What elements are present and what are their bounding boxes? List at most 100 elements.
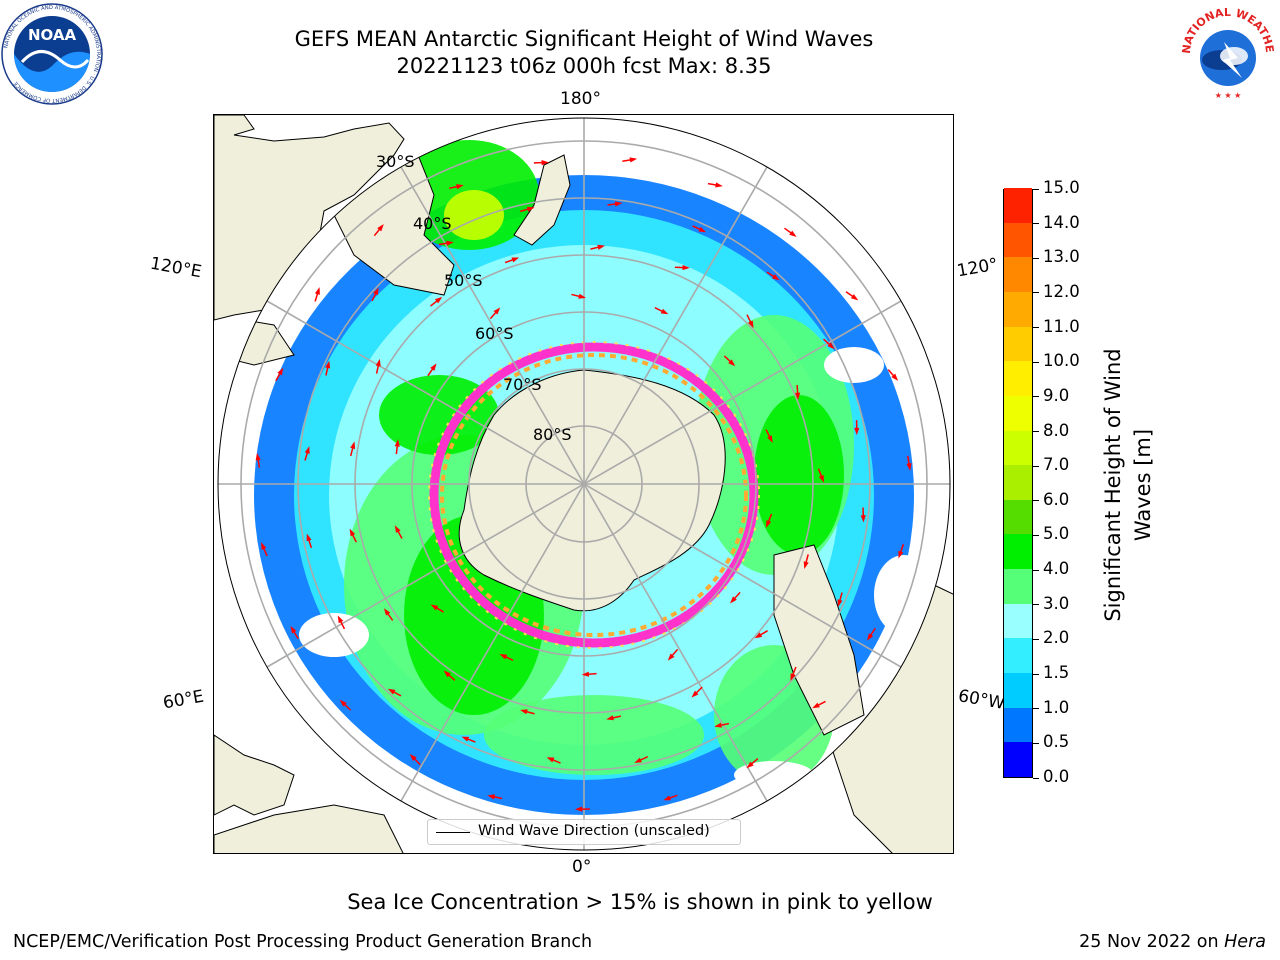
colorbar-tick-label: 11.0 [1043,316,1080,336]
wind-arrow [714,722,730,728]
lon-label-0: 0° [572,857,592,877]
polar-map [214,115,953,853]
chart-title: GEFS MEAN Antarctic Significant Height o… [294,27,874,51]
colorbar-tick-label: 1.5 [1043,663,1070,683]
colorbar-segment [1004,360,1032,396]
wind-arrow [461,736,476,743]
wind-arrow [812,700,826,709]
wind-arrow [261,542,268,557]
colorbar-tick [1033,604,1039,606]
calm-area [299,613,369,657]
wind-arrow [430,604,445,613]
colorbar-segment [1004,741,1032,777]
wind-arrow [607,201,623,207]
wind-arrow [394,525,403,539]
wind-arrow [746,757,759,769]
wind-arrow [674,264,690,271]
wind-arrow [634,755,649,763]
wind-arrow [817,468,824,483]
wind-arrow [443,670,456,681]
lon-label-120e: 120°E [148,253,204,283]
wind-arrow [606,715,622,721]
colorbar-segment [1004,187,1032,223]
wind-arrow [784,227,797,237]
wind-arrow [795,384,801,401]
lat-label-60s: 60°S [475,324,514,343]
map-frame [213,114,954,854]
sea-ice-note: Sea Ice Concentration > 15% is shown in … [347,890,933,914]
wind-arrow [667,648,679,661]
colorbar-segment [1004,256,1032,292]
colorbar-tick-label: 4.0 [1043,559,1070,579]
nws-logo: NATIONAL WEATHER SERVICE ★ ★ ★ [1176,2,1278,104]
colorbar-segment [1004,222,1032,258]
colorbar-segment [1004,499,1032,535]
colorbar-segment [1004,568,1032,604]
colorbar-tick-label: 2.0 [1043,628,1070,648]
wind-arrow [314,287,320,302]
colorbar-tick [1033,361,1039,363]
lat-label-70s: 70°S [503,375,542,394]
wind-arrow [622,157,638,163]
colorbar-tick [1033,673,1039,675]
wind-arrow [255,452,261,468]
wind-arrow [325,360,331,376]
lat-label-80s: 80°S [533,425,572,444]
wind-wave-direction-arrows [255,157,912,812]
legend-label: Wind Wave Direction (unscaled) [478,823,710,839]
wind-arrow [519,709,535,715]
colorbar-tick [1033,327,1039,329]
colorbar-tick-label: 12.0 [1043,281,1080,301]
lon-label-60w: 60°W [956,686,1007,714]
wind-arrow [663,794,678,801]
colorbar-tick-label: 15.0 [1043,178,1080,197]
wind-arrow [765,429,773,443]
noaa-logo: NOAA NATIONAL OCEANIC AND ATMOSPHERIC AD… [1,3,103,105]
footer-host: Hera [1224,932,1266,952]
lat-label-50s: 50°S [444,271,483,290]
wind-arrow [581,671,597,677]
wave-height-contour [754,395,844,555]
wind-arrow [766,513,773,528]
footer-credit: NCEP/EMC/Verification Post Processing Pr… [13,932,593,952]
colorbar-tick-label: 7.0 [1043,455,1070,475]
colorbar-tick [1033,223,1039,225]
wind-arrow [375,358,381,374]
colorbar-tick-label: 6.0 [1043,489,1070,509]
lon-label-180: 180° [560,89,601,109]
colorbar-tick-label: 14.0 [1043,212,1080,232]
wind-arrow [489,307,501,320]
wind-arrow [487,794,503,800]
colorbar-tick [1033,777,1039,779]
colorbar-tick [1033,396,1039,398]
wave-height-contour [444,190,504,240]
noaa-wordmark: NOAA [28,26,77,44]
wind-arrow [860,507,866,523]
colorbar-tick-label: 5.0 [1043,524,1070,544]
wind-arrow [906,455,912,471]
wind-arrow [275,367,284,382]
wind-arrow [438,240,454,246]
colorbar-segment [1004,395,1032,431]
wind-arrow [304,446,310,461]
sea-ice-edge [428,341,760,649]
wave-height-contour [484,695,704,775]
wind-arrow [519,206,535,213]
lat-label-40s: 40°S [413,214,452,233]
wind-arrow [349,528,357,543]
colorbar-tick-label: 13.0 [1043,247,1080,267]
wind-arrow [730,591,741,604]
wind-arrow [409,753,421,766]
graticule [218,118,950,850]
wind-arrow [574,806,590,812]
lon-label-120w: 120° [955,254,1000,282]
calm-area [824,347,884,383]
legend-line-swatch [436,832,470,833]
wind-arrow [499,654,514,661]
wind-arrow [823,338,835,350]
wind-arrow [387,688,402,697]
wind-arrow [383,608,394,621]
colorbar-tick [1033,431,1039,433]
colorbar-segment [1004,707,1032,743]
colorbar-tick [1033,569,1039,571]
